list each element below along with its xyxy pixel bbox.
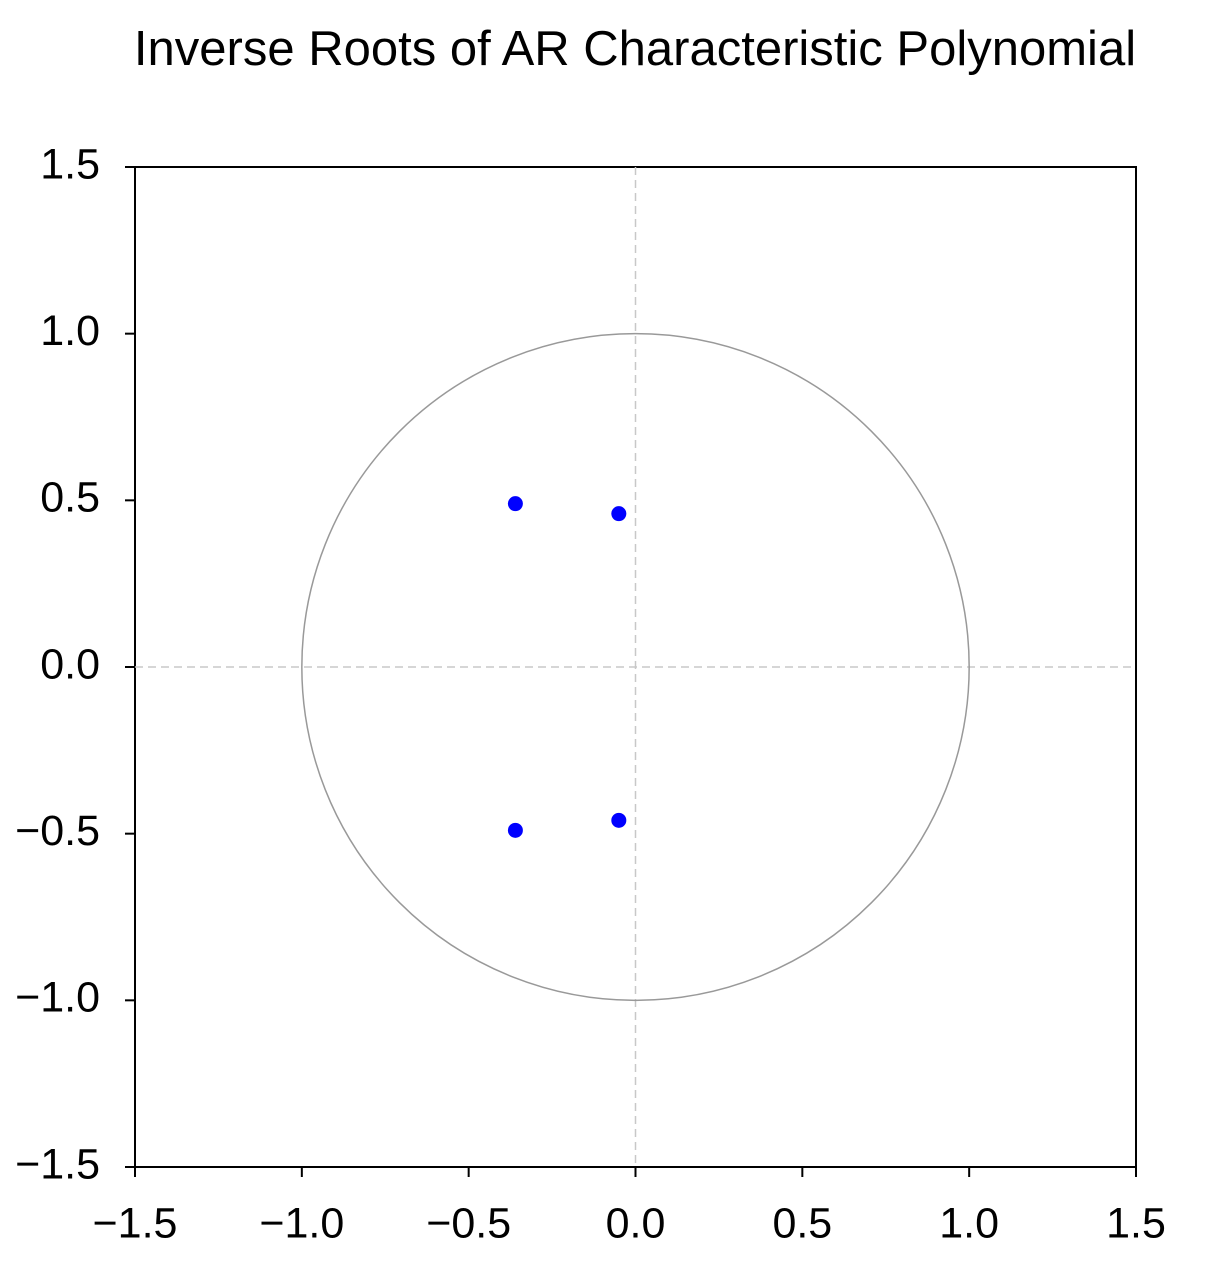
x-tick-label: 0.5 [772, 1199, 832, 1247]
root-point [507, 822, 523, 838]
root-point [611, 812, 627, 828]
y-tick-label: 0.0 [40, 640, 100, 688]
x-tick-label: −1.0 [259, 1199, 344, 1247]
y-tick-label: −0.5 [15, 807, 100, 855]
y-tick-label: 1.5 [40, 140, 100, 188]
y-tick-label: 0.5 [40, 474, 100, 522]
y-tick-label: −1.5 [15, 1140, 100, 1188]
y-tick-label: −1.0 [15, 974, 100, 1022]
x-tick-label: 1.0 [939, 1199, 999, 1247]
x-tick-label: −1.5 [93, 1199, 178, 1247]
x-tick-label: 0.0 [606, 1199, 666, 1247]
chart-title: Inverse Roots of AR Characteristic Polyn… [134, 22, 1136, 76]
x-tick-label: 1.5 [1106, 1199, 1166, 1247]
root-point [611, 506, 627, 522]
y-tick-label: 1.0 [40, 307, 100, 355]
root-point [507, 496, 523, 512]
unit-circle [301, 332, 970, 1002]
x-tick-label: −0.5 [426, 1199, 511, 1247]
